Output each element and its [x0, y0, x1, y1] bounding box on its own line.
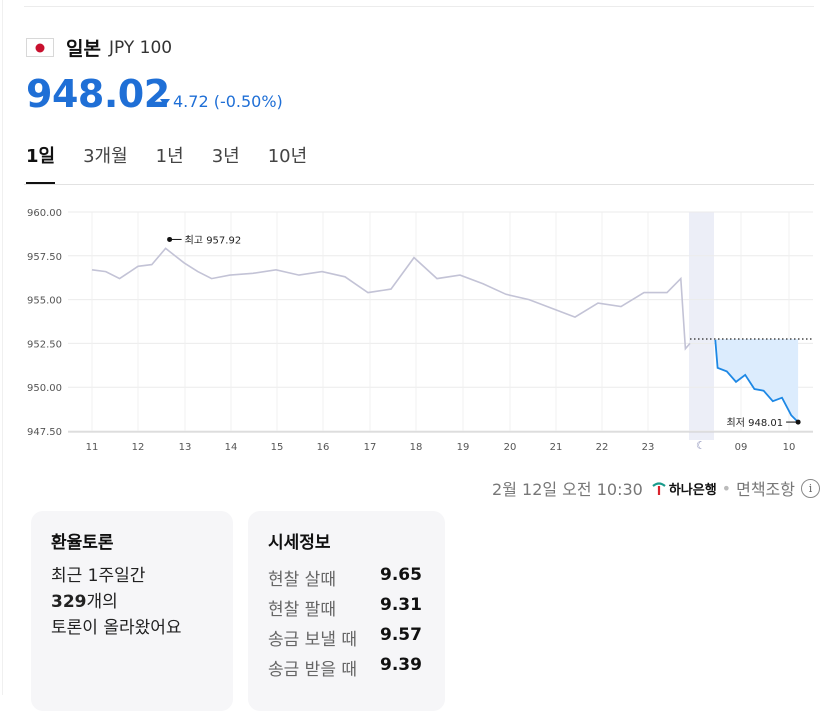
rate-row: 현찰 팔때 9.31: [268, 595, 443, 620]
rate-value: 9.65: [380, 565, 422, 585]
rate-value: 9.31: [380, 595, 422, 615]
x-tick-label: 09: [735, 442, 748, 453]
period-tabs: 1일 3개월 1년 3년 10년: [26, 142, 335, 184]
rate-label: 현찰 팔때: [268, 600, 336, 620]
rate-row: 현찰 살때 9.65: [268, 565, 443, 590]
x-tick-label: 20: [504, 442, 517, 453]
x-axis-ticks: 11 12 13 14 15 16 17 18 19 20 21 22 23 09 10: [86, 442, 796, 453]
x-tick-label: 10: [783, 442, 796, 453]
x-tick-label: 23: [642, 442, 655, 453]
x-tick-label: 16: [317, 442, 330, 453]
rate-label: 송금 보낼 때: [268, 630, 358, 650]
x-tick-label: 13: [179, 442, 192, 453]
currency-header: 일본 JPY 100: [26, 34, 172, 61]
left-border: [2, 0, 3, 695]
x-tick-label: 12: [132, 442, 145, 453]
down-triangle-icon: [160, 99, 170, 106]
rate-label: 송금 받을 때: [268, 660, 358, 680]
discussion-line-2: 329개의: [51, 589, 182, 615]
today-area: [715, 339, 799, 423]
discussion-line-3: 토론이 올라왔어요: [51, 618, 182, 638]
discussion-text: 최근 1주일간 329개의 토론이 올라왔어요: [51, 563, 182, 641]
x-tick-label: 22: [596, 442, 609, 453]
discussion-title: 환율토론: [51, 533, 114, 553]
bank-name: 하나은행: [668, 482, 717, 498]
x-tick-label: 21: [550, 442, 563, 453]
tab-3-months[interactable]: 3개월: [83, 146, 128, 167]
rate-row: 송금 보낼 때 9.57: [268, 625, 443, 650]
japan-flag-icon: [26, 38, 54, 57]
rate-value: 9.39: [380, 655, 422, 675]
y-tick-label: 957.50: [27, 252, 62, 263]
y-axis-ticks: 960.00 957.50 955.00 952.50 950.00 947.50: [27, 208, 62, 438]
low-label: 최저 948.01: [727, 417, 784, 429]
high-label: 최고 957.92: [185, 234, 242, 246]
x-tick-label: 18: [410, 442, 423, 453]
high-annotation: 최고 957.92: [167, 234, 241, 246]
tab-1-year[interactable]: 1년: [155, 146, 184, 167]
update-time: 2월 12일 오전 10:30: [492, 480, 643, 499]
hana-bank-logo-icon: [652, 482, 666, 495]
y-tick-label: 950.00: [27, 383, 62, 394]
tab-1-day[interactable]: 1일: [26, 142, 56, 184]
y-tick-label: 947.50: [27, 427, 62, 438]
y-tick-label: 960.00: [27, 208, 62, 219]
top-divider: [24, 6, 814, 7]
rate-info-card: 시세정보 현찰 살때 9.65 현찰 팔때 9.31 송금 보낼 때 9.57 …: [248, 511, 445, 711]
disclaimer-link[interactable]: 면책조항: [736, 480, 795, 499]
price-change: 4.72 (-0.50%): [160, 92, 283, 111]
discussion-count: 329: [51, 592, 87, 612]
night-band: [689, 212, 714, 440]
current-price: 948.02: [26, 72, 170, 116]
discussion-count-suffix: 개의: [86, 592, 118, 612]
x-tick-label: 14: [225, 442, 238, 453]
low-annotation: 최저 948.01: [727, 417, 801, 429]
rate-info-title: 시세정보: [268, 533, 331, 553]
moon-icon: ☾: [696, 439, 706, 452]
chart-grid: [68, 211, 813, 433]
bank-source: 하나은행: [651, 479, 717, 498]
x-tick-label: 19: [457, 442, 470, 453]
price-change-text: 4.72 (-0.50%): [173, 92, 283, 111]
rate-label: 현찰 살때: [268, 570, 336, 590]
discussion-line-1: 최근 1주일간: [51, 566, 146, 586]
separator-dot: •: [721, 478, 732, 498]
x-tick-label: 15: [271, 442, 284, 453]
y-tick-label: 955.00: [27, 296, 62, 307]
y-tick-label: 952.50: [27, 339, 62, 350]
discussion-card[interactable]: 환율토론 최근 1주일간 329개의 토론이 올라왔어요: [31, 511, 233, 711]
info-icon[interactable]: i: [801, 478, 820, 498]
meta-row: 2월 12일 오전 10:30 하나은행 • 면책조항 i: [492, 476, 820, 500]
today-line: [714, 339, 799, 423]
country-name: 일본: [66, 38, 101, 60]
x-tick-label: 17: [364, 442, 377, 453]
rate-value: 9.57: [380, 625, 422, 645]
rate-row: 송금 받을 때 9.39: [268, 655, 443, 680]
tab-10-years[interactable]: 10년: [267, 146, 308, 167]
currency-code: JPY 100: [108, 37, 173, 58]
x-tick-label: 11: [86, 442, 99, 453]
tab-3-years[interactable]: 3년: [211, 146, 240, 167]
history-line: [91, 247, 691, 351]
tab-divider: [24, 184, 814, 185]
